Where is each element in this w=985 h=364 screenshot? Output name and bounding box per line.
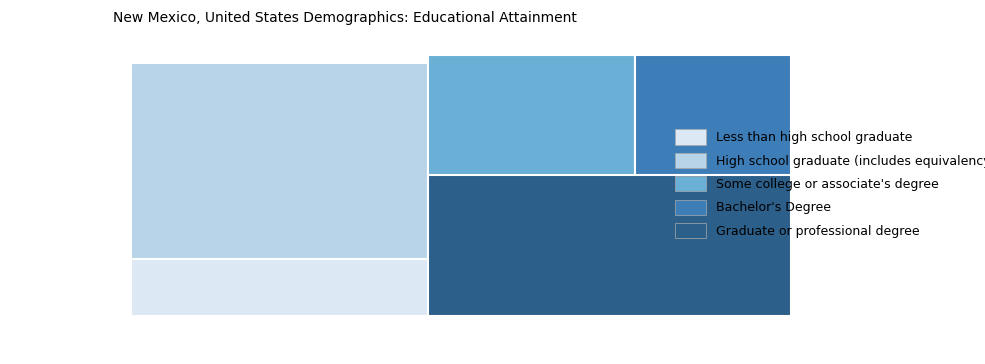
- Bar: [428, 175, 791, 316]
- Text: New Mexico, United States Demographics: Educational Attainment: New Mexico, United States Demographics: …: [113, 11, 576, 25]
- Bar: [428, 55, 634, 184]
- Legend: Less than high school graduate, High school graduate (includes equivalency), Som: Less than high school graduate, High sch…: [675, 130, 985, 238]
- Bar: [634, 55, 791, 184]
- Bar: [131, 260, 428, 316]
- Bar: [131, 63, 428, 268]
